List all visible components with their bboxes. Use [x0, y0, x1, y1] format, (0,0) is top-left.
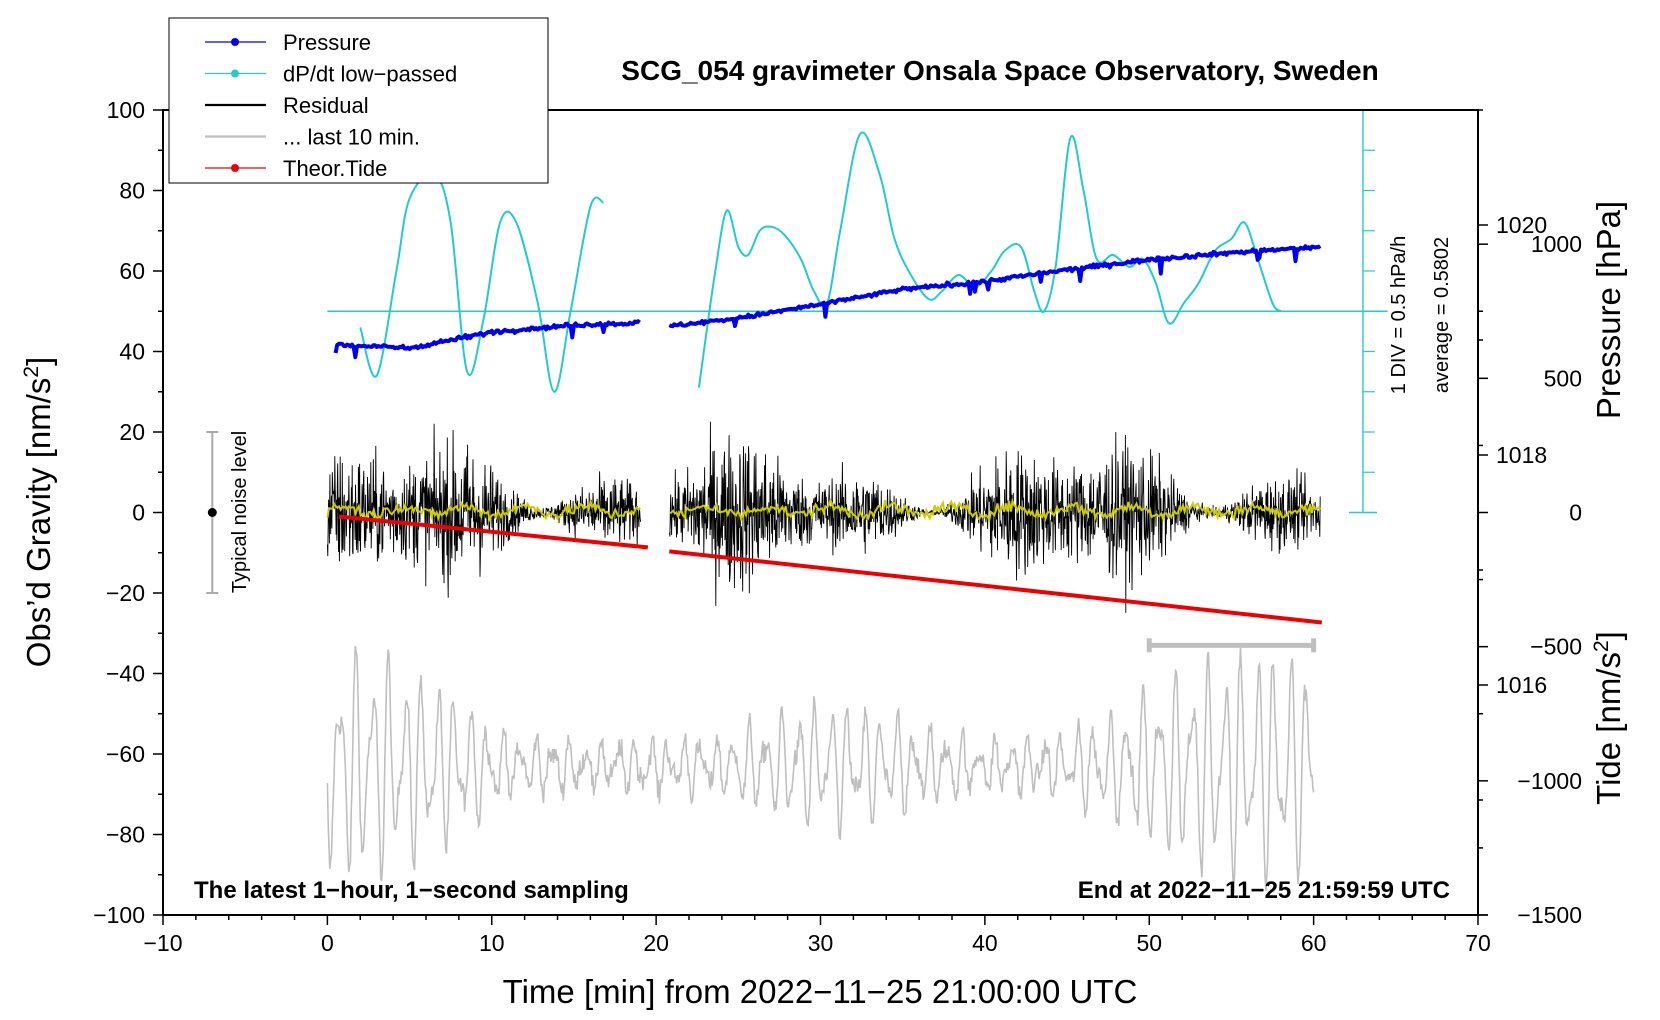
chart-title: SCG_054 gravimeter Onsala Space Observat…: [621, 55, 1378, 86]
x-axis: −10 0 10 20 30 40 50 60 70: [143, 915, 1491, 956]
dpdt-scale-label: 1 DIV = 0.5 hPa/h: [1388, 236, 1410, 394]
residual-line: [326, 421, 1321, 613]
pressure-tick-label: 1016: [1496, 672, 1547, 698]
residual-series: [326, 421, 1321, 613]
smoothed-residual-line: [326, 497, 1321, 524]
x-tick-label: 40: [972, 930, 998, 956]
last10-series: [326, 645, 1315, 895]
overlays: [206, 431, 1317, 653]
tide-tick-label: −500: [1530, 634, 1582, 660]
legend: Pressure dP/dt low−passed Residual ... last…: [168, 17, 549, 184]
pressure-tick-label: 1020: [1496, 212, 1547, 238]
y-tick-label: 100: [107, 97, 145, 123]
y-tick-label: −40: [106, 661, 145, 687]
dpdt-average-label: average = 0.5802: [1431, 237, 1453, 393]
x-tick-label: 70: [1465, 930, 1491, 956]
tide-tick-label: 1000: [1531, 231, 1582, 257]
legend-swatch-dot: [231, 38, 239, 46]
legend-swatch-dot: [231, 69, 239, 78]
y-tick-label: 0: [132, 500, 145, 526]
noise-level-label: Typical noise level: [229, 431, 251, 593]
tide-tick-label: −1500: [1517, 902, 1582, 928]
y-tick-label: −60: [106, 741, 145, 767]
annotation-right: End at 2022−11−25 21:59:59 UTC: [1078, 877, 1450, 904]
y-axis-tide: 1000 500 0 −500 −1000 −1500: [1478, 231, 1582, 928]
y-axis-pressure: 1020 1018 1016: [1478, 109, 1547, 916]
x-tick-label: 20: [643, 930, 669, 956]
y-tick-label: 40: [119, 339, 145, 365]
pressure-tick-label: 1018: [1496, 442, 1547, 468]
x-tick-label: 30: [808, 930, 834, 956]
tide-tick-label: 0: [1569, 500, 1582, 526]
x-tick-label: 60: [1301, 930, 1327, 956]
y-tick-label: −100: [93, 902, 145, 928]
y-axis-title-gravity: Obs’d Gravity [nm/s2]: [20, 357, 57, 668]
legend-label: Pressure: [283, 30, 371, 55]
noise-level-dot: [207, 508, 217, 517]
pressure-line: [333, 319, 641, 360]
dpdt-line: [359, 172, 605, 393]
x-tick-label: 0: [321, 930, 334, 956]
x-axis-title: Time [min] from 2022−11−25 21:00:00 UTC: [503, 973, 1138, 1010]
tide-line: [669, 549, 1323, 625]
tide-tick-label: −1000: [1517, 768, 1582, 794]
legend-label: dP/dt low−passed: [283, 62, 457, 87]
legend-box: [168, 17, 549, 184]
annotation-left: The latest 1−hour, 1−second sampling: [194, 877, 629, 904]
x-tick-label: −10: [143, 930, 182, 956]
y-tick-label: 20: [119, 419, 145, 445]
dpdt-line: [697, 131, 1282, 388]
y-axis-title-pressure: Pressure [hPa]: [1590, 201, 1627, 419]
legend-swatch-dot: [231, 164, 239, 172]
legend-label: Residual: [283, 93, 369, 118]
y-tick-label: 60: [119, 258, 145, 284]
x-tick-label: 50: [1136, 930, 1162, 956]
x-tick-label: 10: [479, 930, 505, 956]
pressure-line: [668, 244, 1322, 329]
legend-label: Theor.Tide: [283, 156, 387, 181]
y-axis-gravity: 100 80 60 40 20 0 −20 −40 −60 −80 −100: [93, 97, 163, 928]
y-tick-label: −80: [106, 822, 145, 848]
tide-tick-label: 500: [1544, 365, 1582, 391]
y-tick-label: 80: [119, 178, 145, 204]
pressure-series: [333, 244, 1322, 360]
legend-label: ... last 10 min.: [283, 125, 420, 150]
tide-line: [338, 514, 649, 550]
smoothed-residual-series: [326, 497, 1321, 524]
last10-line: [326, 645, 1315, 895]
y-axis-title-tide: Tide [nm/s2]: [1590, 631, 1627, 805]
theoretical-tide-series: [338, 514, 1323, 625]
y-tick-label: −20: [106, 580, 145, 606]
